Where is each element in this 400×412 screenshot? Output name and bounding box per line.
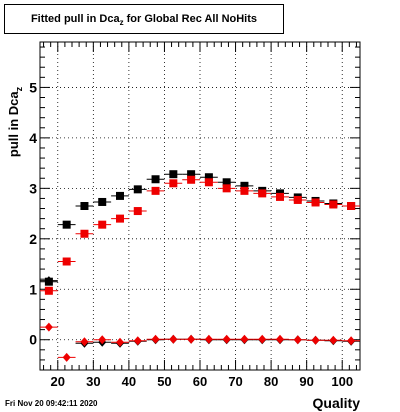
data-point-square-black: [187, 170, 196, 179]
data-point-square-red: [187, 175, 196, 184]
data-point-square-red: [62, 257, 71, 266]
y-tick-label: 3: [29, 180, 37, 196]
y-axis-label-subscript: z: [14, 86, 24, 91]
data-point-square-black: [169, 170, 178, 179]
x-tick-label: 60: [193, 374, 207, 389]
chart-title-main: Fitted pull in Dca: [30, 13, 120, 25]
y-tick-label: 1: [29, 281, 37, 297]
footer-timestamp: Fri Nov 20 09:42:11 2020: [5, 399, 98, 408]
x-tick-label: 20: [51, 374, 65, 389]
data-point-square-red: [44, 286, 53, 295]
data-point-diamond-red: [276, 334, 284, 344]
data-point-diamond-red: [98, 335, 107, 345]
data-point-square-black: [116, 191, 124, 200]
data-point-square-black: [240, 181, 249, 190]
data-point-square-black: [80, 202, 89, 210]
data-point-diamond-red: [222, 334, 231, 344]
data-point-square-red: [240, 186, 249, 195]
y-tick-label: 0: [29, 332, 37, 348]
data-point-square-red: [293, 195, 302, 204]
data-point-square-red: [169, 179, 178, 188]
data-point-diamond-red: [169, 334, 178, 344]
data-point-diamond-red: [329, 335, 338, 345]
x-tick-label: 50: [157, 374, 171, 389]
data-point-square-red: [258, 189, 267, 198]
data-point-diamond-red: [293, 335, 302, 345]
data-point-square-red: [133, 207, 142, 216]
data-point-square-red: [80, 229, 89, 238]
y-axis-label-group: pull in Dcaz: [6, 86, 24, 157]
chart-title-subscript: z: [119, 18, 124, 28]
data-point-square-black: [204, 173, 213, 182]
data-point-diamond-red: [151, 334, 160, 344]
y-tick-label: 4: [29, 130, 37, 146]
data-point-diamond-red: [240, 334, 249, 344]
chart-title-box: Fitted pull in Dcaz for Global Rec All N…: [4, 4, 284, 34]
data-point-square-black: [222, 178, 231, 187]
y-tick-label: 2: [29, 231, 37, 247]
y-axis-label: pull in Dca: [6, 91, 21, 158]
data-point-square-red: [329, 200, 338, 209]
x-axis-label: Quality: [313, 395, 361, 411]
x-tick-label: 90: [299, 374, 313, 389]
x-tick-label: 40: [122, 374, 136, 389]
data-point-square-black: [133, 185, 142, 194]
x-tick-label: 100: [331, 374, 353, 389]
data-point-diamond-black: [44, 276, 53, 286]
data-point-square-red: [222, 184, 231, 193]
data-point-diamond-red: [62, 352, 71, 362]
data-point-square-red: [347, 202, 356, 210]
data-point-diamond-red: [187, 334, 196, 344]
data-point-square-red: [98, 220, 107, 229]
x-tick-label: 70: [228, 374, 242, 389]
data-point-diamond-red: [80, 337, 89, 347]
axes: 20 30 40 50 60 70 80 90 100 0 1 2 3 4 5: [29, 41, 361, 389]
chart-title: Fitted pull in Dcaz for Global Rec All N…: [5, 13, 283, 27]
svg-text:pull in Dcaz: pull in Dcaz: [6, 86, 24, 157]
x-tick-label: 30: [86, 374, 100, 389]
data-point-square-red: [151, 186, 160, 195]
data-point-square-black: [62, 220, 71, 229]
data-point-square-red: [276, 192, 284, 201]
data-point-diamond-red: [133, 336, 142, 346]
data-point-diamond-red: [258, 334, 267, 344]
data-point-diamond-red: [44, 322, 53, 332]
y-tick-label: 5: [29, 79, 37, 95]
data-point-square-black: [151, 175, 160, 184]
data-marks: [40, 170, 360, 362]
data-point-diamond-red: [204, 334, 213, 344]
data-point-diamond-red: [347, 336, 356, 346]
data-point-diamond-red: [116, 337, 124, 347]
data-point-square-red: [311, 198, 320, 207]
x-tick-label: 80: [264, 374, 278, 389]
data-point-square-red: [204, 178, 213, 187]
data-point-diamond-red: [311, 335, 320, 345]
data-point-square-red: [116, 214, 124, 223]
chart-title-tail: for Global Rec All NoHits: [123, 13, 258, 25]
data-point-square-black: [98, 197, 107, 206]
